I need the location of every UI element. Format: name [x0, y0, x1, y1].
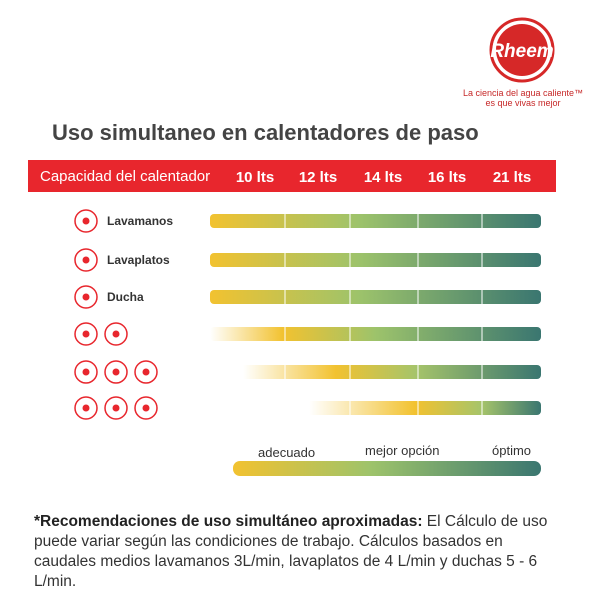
row-label: Ducha: [107, 290, 144, 304]
capacity-bar: [210, 214, 541, 228]
fixture-icon-dot: [112, 330, 120, 338]
fixture-icon-dot: [82, 404, 90, 412]
fixture-icon-dot: [82, 217, 90, 225]
fixture-icon-dot: [82, 368, 90, 376]
fixture-icon-dot: [82, 330, 90, 338]
capacity-bar: [210, 253, 541, 267]
fixture-icon-dot: [82, 293, 90, 301]
footnote: *Recomendaciones de uso simultáneo aprox…: [34, 512, 568, 592]
footnote-bold: *Recomendaciones de uso simultáneo aprox…: [34, 513, 423, 530]
capacity-bar: [210, 327, 541, 341]
logo-tagline: La ciencia del agua caliente™: [463, 88, 583, 98]
header-column: 14 lts: [364, 169, 402, 186]
legend-label: óptimo: [492, 443, 531, 458]
header-column: 10 lts: [236, 169, 274, 186]
legend-label: adecuado: [258, 445, 315, 460]
header-label: Capacidad del calentador: [40, 168, 210, 185]
title: Uso simultaneo en calentadores de paso: [52, 120, 479, 145]
footnote-text: El Cálculo de uso puede variar según las…: [34, 513, 548, 590]
fixture-icon-dot: [142, 404, 150, 412]
fixture-icon-dot: [112, 368, 120, 376]
fixture-icon-dot: [142, 368, 150, 376]
capacity-bar: [210, 290, 541, 304]
header-column: 21 lts: [493, 169, 531, 186]
capacity-bar: [210, 401, 541, 415]
legend-label: mejor opción: [365, 443, 439, 458]
header-column: 12 lts: [299, 169, 337, 186]
logo-tagline: es que vivas mejor: [485, 98, 560, 108]
fixture-icon-dot: [82, 256, 90, 264]
header-bar: [28, 160, 556, 192]
row-label: Lavaplatos: [107, 253, 170, 267]
legend-bar: [233, 461, 541, 476]
fixture-icon-dot: [112, 404, 120, 412]
row-label: Lavamanos: [107, 214, 173, 228]
logo-circle: [496, 24, 548, 76]
header-column: 16 lts: [428, 169, 466, 186]
logo-brand: Rheem: [490, 41, 553, 62]
capacity-bar: [210, 365, 541, 379]
